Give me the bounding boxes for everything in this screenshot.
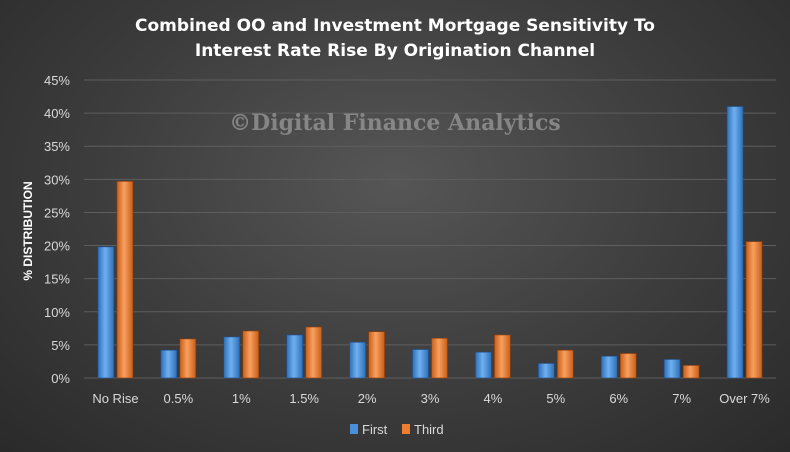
bar-third xyxy=(242,330,260,379)
bar-first xyxy=(412,349,429,379)
y-tick-label: 15% xyxy=(44,272,70,287)
chart-title-line-2: Interest Rate Rise By Origination Channe… xyxy=(195,41,595,61)
x-category-label: 1% xyxy=(232,391,251,406)
x-category-label: 0.5% xyxy=(164,391,194,406)
y-axis-label: % DISTRIBUTION xyxy=(21,181,35,280)
x-category-label: 6% xyxy=(609,391,628,406)
legend-swatch-first xyxy=(350,424,358,434)
bar-third xyxy=(179,338,197,379)
bar-third xyxy=(494,334,511,379)
y-tick-label: 0% xyxy=(51,371,70,386)
bar-first xyxy=(726,106,744,379)
bar-first xyxy=(160,349,178,379)
x-category-label: 4% xyxy=(484,391,503,406)
legend-label-third: Third xyxy=(414,422,444,437)
bar-first xyxy=(663,359,681,379)
bar-third xyxy=(682,365,700,379)
watermark-text: ©Digital Finance Analytics xyxy=(229,110,561,136)
chart-title-line-1: Combined OO and Investment Mortgage Sens… xyxy=(135,16,655,36)
legend-label-first: First xyxy=(362,422,388,437)
bar-third xyxy=(116,181,134,379)
x-axis-categories: No Rise 0.5% 1% 1.5% 2% 3% 4% 5% 6% 7% Over 7% xyxy=(92,391,770,406)
bar-third xyxy=(557,349,574,379)
bars xyxy=(97,106,763,379)
gridlines xyxy=(84,79,776,379)
x-category-label: No Rise xyxy=(92,391,138,406)
y-tick-label: 10% xyxy=(44,305,70,320)
bar-third xyxy=(431,337,448,379)
x-category-label: 5% xyxy=(546,391,565,406)
y-tick-label: 45% xyxy=(44,73,70,88)
y-axis-ticks: 0% 5% 10% 15% 20% 25% 30% 35% 40% 45% xyxy=(44,73,70,386)
x-category-label: 2% xyxy=(358,391,377,406)
bar-first xyxy=(223,336,241,379)
bar-third xyxy=(368,331,385,379)
y-tick-label: 20% xyxy=(44,239,70,254)
bar-first xyxy=(286,334,303,379)
legend-swatch-third xyxy=(402,424,410,434)
bar-third xyxy=(619,353,637,379)
y-tick-label: 40% xyxy=(44,106,70,121)
bar-first xyxy=(349,341,366,379)
bar-third xyxy=(305,326,322,379)
x-category-label: 1.5% xyxy=(289,391,319,406)
bar-first xyxy=(538,363,555,379)
bar-first xyxy=(97,246,115,379)
bar-third xyxy=(745,241,763,379)
x-category-label: 7% xyxy=(672,391,691,406)
y-tick-label: 30% xyxy=(44,172,70,187)
legend: First Third xyxy=(350,422,444,437)
y-tick-label: 25% xyxy=(44,205,70,220)
y-tick-label: 5% xyxy=(51,338,70,353)
x-category-label: 3% xyxy=(421,391,440,406)
bar-first xyxy=(600,355,618,379)
y-tick-label: 35% xyxy=(44,139,70,154)
x-category-label: Over 7% xyxy=(719,391,770,406)
bar-first xyxy=(475,351,492,379)
